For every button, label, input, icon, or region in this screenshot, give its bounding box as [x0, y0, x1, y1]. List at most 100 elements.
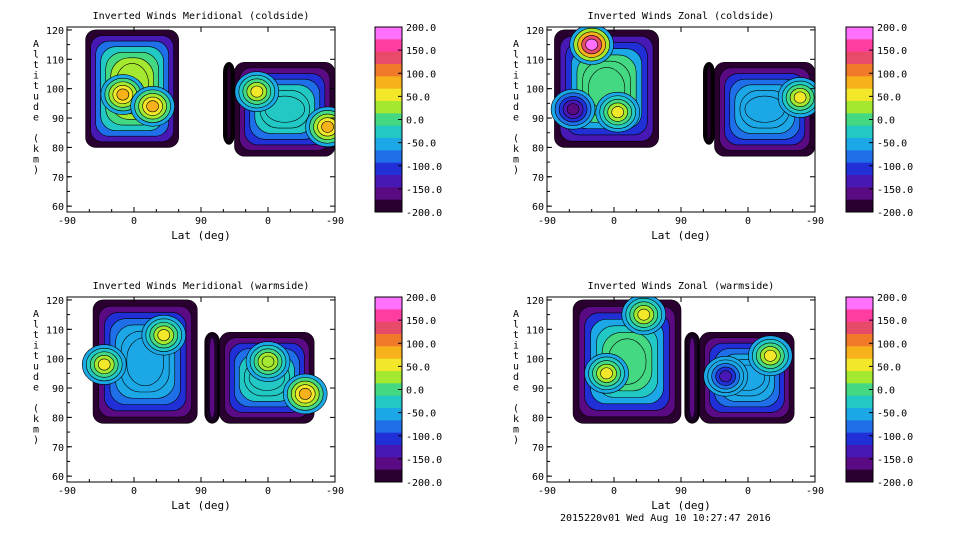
y-tick-label: 90: [52, 114, 64, 125]
colorbar-label: -100.0: [406, 162, 442, 173]
chart-panel-1: Inverted Winds Meridional (coldside) -90 0…: [33, 11, 442, 242]
colorbar-label: -100.0: [877, 432, 913, 443]
x-tick-label: -90: [806, 216, 824, 227]
colorbar: 200.0 150.0 100.0 50.0 0.0 -50.0 -100.0 -150.0 -…: [374, 23, 442, 219]
contour-peak: [600, 367, 613, 380]
chart-panel-4: Inverted Winds Zonal (warmside) -90 0 90 0 -9…: [513, 281, 913, 512]
colorbar-label: 0.0: [406, 116, 424, 127]
colorbar-label: 50.0: [406, 92, 430, 103]
colorbar-swatch: [375, 187, 402, 201]
colorbar-label: -50.0: [406, 139, 436, 150]
colorbar-swatch: [846, 138, 873, 151]
y-tick-label: 90: [532, 114, 544, 125]
chart-title: Inverted Winds Zonal (coldside): [588, 11, 775, 22]
x-tick-label: 0: [131, 216, 137, 227]
y-tick-label: 100: [46, 85, 64, 96]
colorbar-swatch: [846, 457, 873, 471]
colorbar-swatch: [375, 175, 402, 188]
contour-peak: [719, 370, 732, 383]
colorbar-swatch: [375, 199, 402, 213]
colorbar-label: 100.0: [877, 339, 907, 350]
colorbar-swatch: [375, 469, 402, 483]
colorbar-swatch: [846, 88, 873, 102]
colorbar-swatch: [375, 27, 402, 40]
x-tick-label: 0: [265, 216, 271, 227]
y-tick-label: 70: [532, 443, 544, 454]
x-tick-label: -90: [538, 216, 556, 227]
x-tick-label: -90: [58, 216, 76, 227]
x-tick-label: 90: [675, 216, 687, 227]
colorbar-swatch: [846, 408, 873, 421]
colorbar-label: 200.0: [877, 23, 907, 34]
y-tick-label: 90: [52, 384, 64, 395]
colorbar-swatch: [846, 199, 873, 213]
colorbar-swatch: [375, 334, 402, 347]
colorbar-swatch: [375, 432, 402, 446]
colorbar-label: -150.0: [406, 185, 442, 196]
y-tick-label: 70: [532, 173, 544, 184]
contour-field: [81, 299, 328, 424]
y-tick-label: 110: [46, 55, 64, 66]
colorbar-label: -150.0: [877, 185, 913, 196]
colorbar-label: -150.0: [406, 455, 442, 466]
colorbar-label: 150.0: [406, 46, 436, 57]
chart-title: Inverted Winds Meridional (warmside): [93, 281, 310, 292]
colorbar-swatch: [375, 358, 402, 372]
colorbar-swatch: [846, 309, 873, 323]
y-tick-label: 60: [52, 202, 64, 213]
y-tick-label: 120: [46, 26, 64, 37]
colorbar-swatch: [375, 64, 402, 77]
colorbar-swatch: [375, 162, 402, 176]
y-tick-label: 80: [52, 413, 64, 424]
x-tick-label: -90: [806, 486, 824, 497]
colorbar-swatch: [375, 101, 402, 114]
colorbar-swatch: [846, 76, 873, 90]
y-tick-label: 70: [52, 443, 64, 454]
y-tick-label: 90: [532, 384, 544, 395]
chart-title: Inverted Winds Meridional (coldside): [93, 11, 310, 22]
x-tick-label: -90: [58, 486, 76, 497]
colorbar-swatch: [846, 383, 873, 397]
colorbar-swatch: [846, 101, 873, 114]
colorbar-swatch: [375, 138, 402, 151]
colorbar-swatch: [846, 175, 873, 188]
colorbar-label: -200.0: [406, 478, 442, 489]
contour-band: [226, 65, 232, 141]
colorbar-label: 0.0: [877, 386, 895, 397]
colorbar-label: 200.0: [406, 293, 436, 304]
footer-timestamp: 2015220v01 Wed Aug 10 10:27:47 2016: [560, 513, 771, 524]
contour-peak: [637, 308, 651, 321]
colorbar-label: 150.0: [877, 316, 907, 327]
colorbar-swatch: [846, 371, 873, 384]
colorbar-swatch: [846, 358, 873, 372]
colorbar-label: 0.0: [406, 386, 424, 397]
y-tick-label: 110: [46, 325, 64, 336]
colorbar-label: 50.0: [877, 92, 901, 103]
colorbar-swatch: [846, 39, 873, 53]
colorbar-swatch: [375, 383, 402, 397]
contour-field: [550, 27, 815, 157]
colorbar: 200.0 150.0 100.0 50.0 0.0 -50.0 -100.0 -150.0 -…: [845, 293, 913, 489]
colorbar-swatch: [375, 420, 402, 434]
contour-field: [85, 29, 335, 157]
chart-title: Inverted Winds Zonal (warmside): [588, 281, 775, 292]
colorbar-label: 50.0: [406, 362, 430, 373]
colorbar-label: -100.0: [877, 162, 913, 173]
colorbar-swatch: [375, 39, 402, 53]
colorbar-swatch: [846, 125, 873, 139]
y-tick-label: 100: [526, 355, 544, 366]
contour-band: [209, 337, 216, 419]
contour-peak: [157, 329, 171, 342]
colorbar-swatch: [846, 113, 873, 127]
y-tick-label: 110: [526, 55, 544, 66]
x-tick-label: 0: [265, 486, 271, 497]
colorbar-label: -50.0: [877, 409, 907, 420]
x-axis-label: Lat (deg): [651, 499, 711, 512]
y-tick-label: 120: [526, 26, 544, 37]
colorbar-swatch: [375, 51, 402, 65]
y-tick-label: 100: [46, 355, 64, 366]
colorbar: 200.0 150.0 100.0 50.0 0.0 -50.0 -100.0 -150.0 -…: [845, 23, 913, 219]
